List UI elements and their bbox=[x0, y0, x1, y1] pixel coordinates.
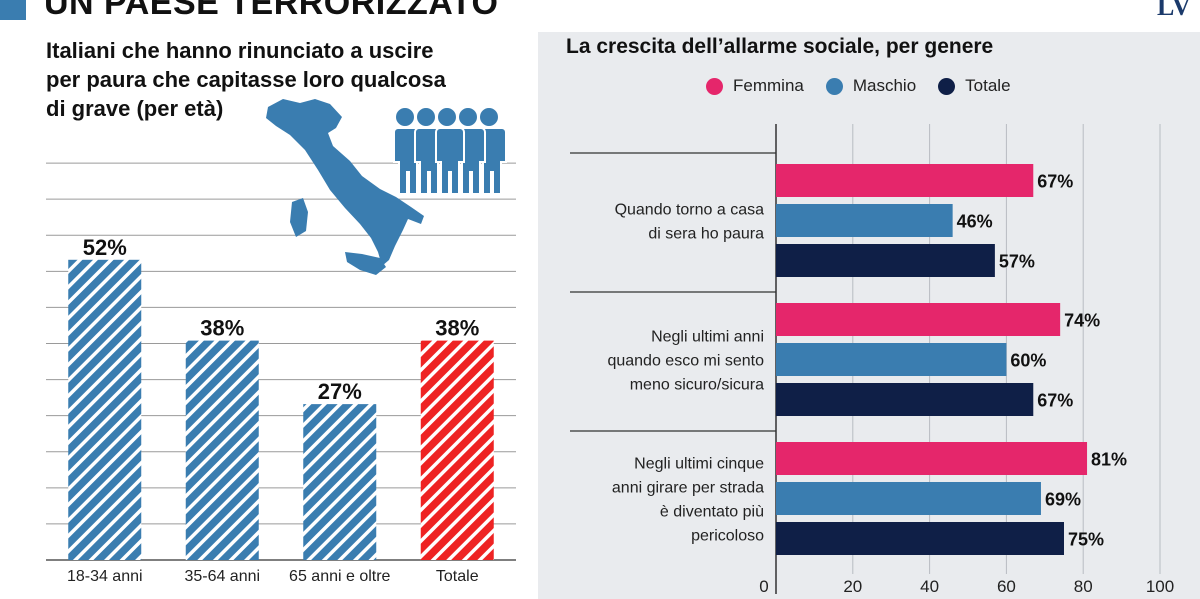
legend-dot-femmina bbox=[706, 77, 723, 95]
legend-item-femmina: Femmina bbox=[706, 76, 804, 96]
bar-label-65-anni-e-oltre: 27% bbox=[318, 379, 362, 404]
legend-dot-totale bbox=[938, 77, 956, 95]
bar-label-totale-1: 57% bbox=[999, 252, 1035, 272]
bar-label-femmina-2: 74% bbox=[1064, 311, 1100, 331]
bar-label-totale-2: 67% bbox=[1037, 391, 1073, 411]
bar-femmina-3 bbox=[776, 442, 1088, 475]
bar-femmina-2 bbox=[776, 303, 1061, 336]
legend-label-femmina: Femmina bbox=[733, 76, 804, 95]
left-chart-title: Italiani che hanno rinunciato a uscire p… bbox=[46, 38, 446, 121]
category-label-65-anni-e-oltre: 65 anni e oltre bbox=[289, 568, 391, 585]
x-tick-20: 20 bbox=[843, 577, 862, 596]
right-chart-title: La crescita dell’allarme sociale, per ge… bbox=[566, 35, 994, 58]
bar-maschio-1 bbox=[776, 204, 953, 237]
legend: Femmina Maschio Totale bbox=[706, 76, 1011, 96]
bar-totale-3 bbox=[776, 522, 1064, 555]
category-label-18-34-anni: 18-34 anni bbox=[67, 568, 143, 585]
group-label-1: Quando torno a casa di sera ho paura bbox=[615, 202, 765, 243]
bar-label-femmina-1: 67% bbox=[1037, 172, 1073, 192]
bar-label-maschio-2: 60% bbox=[1010, 351, 1046, 371]
bar-35-64-anni bbox=[185, 340, 259, 560]
group-label-2: Negli ultimi anni quando esco mi sento men… bbox=[607, 329, 764, 394]
legend-item-totale: Totale bbox=[938, 76, 1011, 96]
bar-18-34-anni bbox=[68, 259, 142, 560]
bar-65-anni-e-oltre bbox=[303, 404, 377, 560]
bar-label-35-64-anni: 38% bbox=[200, 316, 244, 341]
bar-maschio-2 bbox=[776, 343, 1007, 376]
category-label-35-64-anni: 35-64 anni bbox=[184, 568, 260, 585]
header-accent-square bbox=[0, 0, 26, 20]
bar-totale-1 bbox=[776, 244, 995, 277]
bar-label-18-34-anni: 52% bbox=[83, 235, 127, 260]
people-group-icon bbox=[392, 106, 507, 195]
legend-label-totale: Totale bbox=[965, 76, 1011, 95]
bar-femmina-1 bbox=[776, 164, 1034, 197]
legend-dot-maschio bbox=[825, 77, 843, 95]
left-chart-bars: 52% 18-34 anni 38% 35-64 anni 27% 65 anni e o… bbox=[67, 235, 494, 585]
legend-item-maschio: Maschio bbox=[825, 76, 917, 96]
group-label-3: Negli ultimi cinque anni girare per strad… bbox=[612, 456, 764, 545]
italy-map-icon bbox=[266, 99, 424, 275]
right-chart-bars: 67% 46% 57% Quando torno a casa di sera ho p… bbox=[607, 164, 1127, 555]
logo: LV bbox=[1157, 0, 1191, 21]
bar-label-maschio-1: 46% bbox=[957, 212, 993, 232]
legend-label-maschio: Maschio bbox=[852, 76, 917, 95]
x-tick-0: 0 bbox=[759, 577, 768, 596]
x-tick-40: 40 bbox=[920, 577, 939, 596]
bar-totale bbox=[420, 340, 494, 560]
bar-label-totale: 38% bbox=[435, 316, 479, 341]
x-tick-100: 100 bbox=[1146, 577, 1174, 596]
bar-label-maschio-3: 69% bbox=[1045, 490, 1081, 510]
x-tick-60: 60 bbox=[997, 577, 1016, 596]
page-title: UN PAESE TERRORIZZATO bbox=[44, 0, 499, 22]
bar-label-totale-3: 75% bbox=[1068, 530, 1104, 550]
category-label-totale: Totale bbox=[436, 568, 479, 585]
bar-label-femmina-3: 81% bbox=[1091, 450, 1127, 470]
x-tick-80: 80 bbox=[1074, 577, 1093, 596]
bar-maschio-3 bbox=[776, 482, 1041, 515]
bar-totale-2 bbox=[776, 383, 1034, 416]
